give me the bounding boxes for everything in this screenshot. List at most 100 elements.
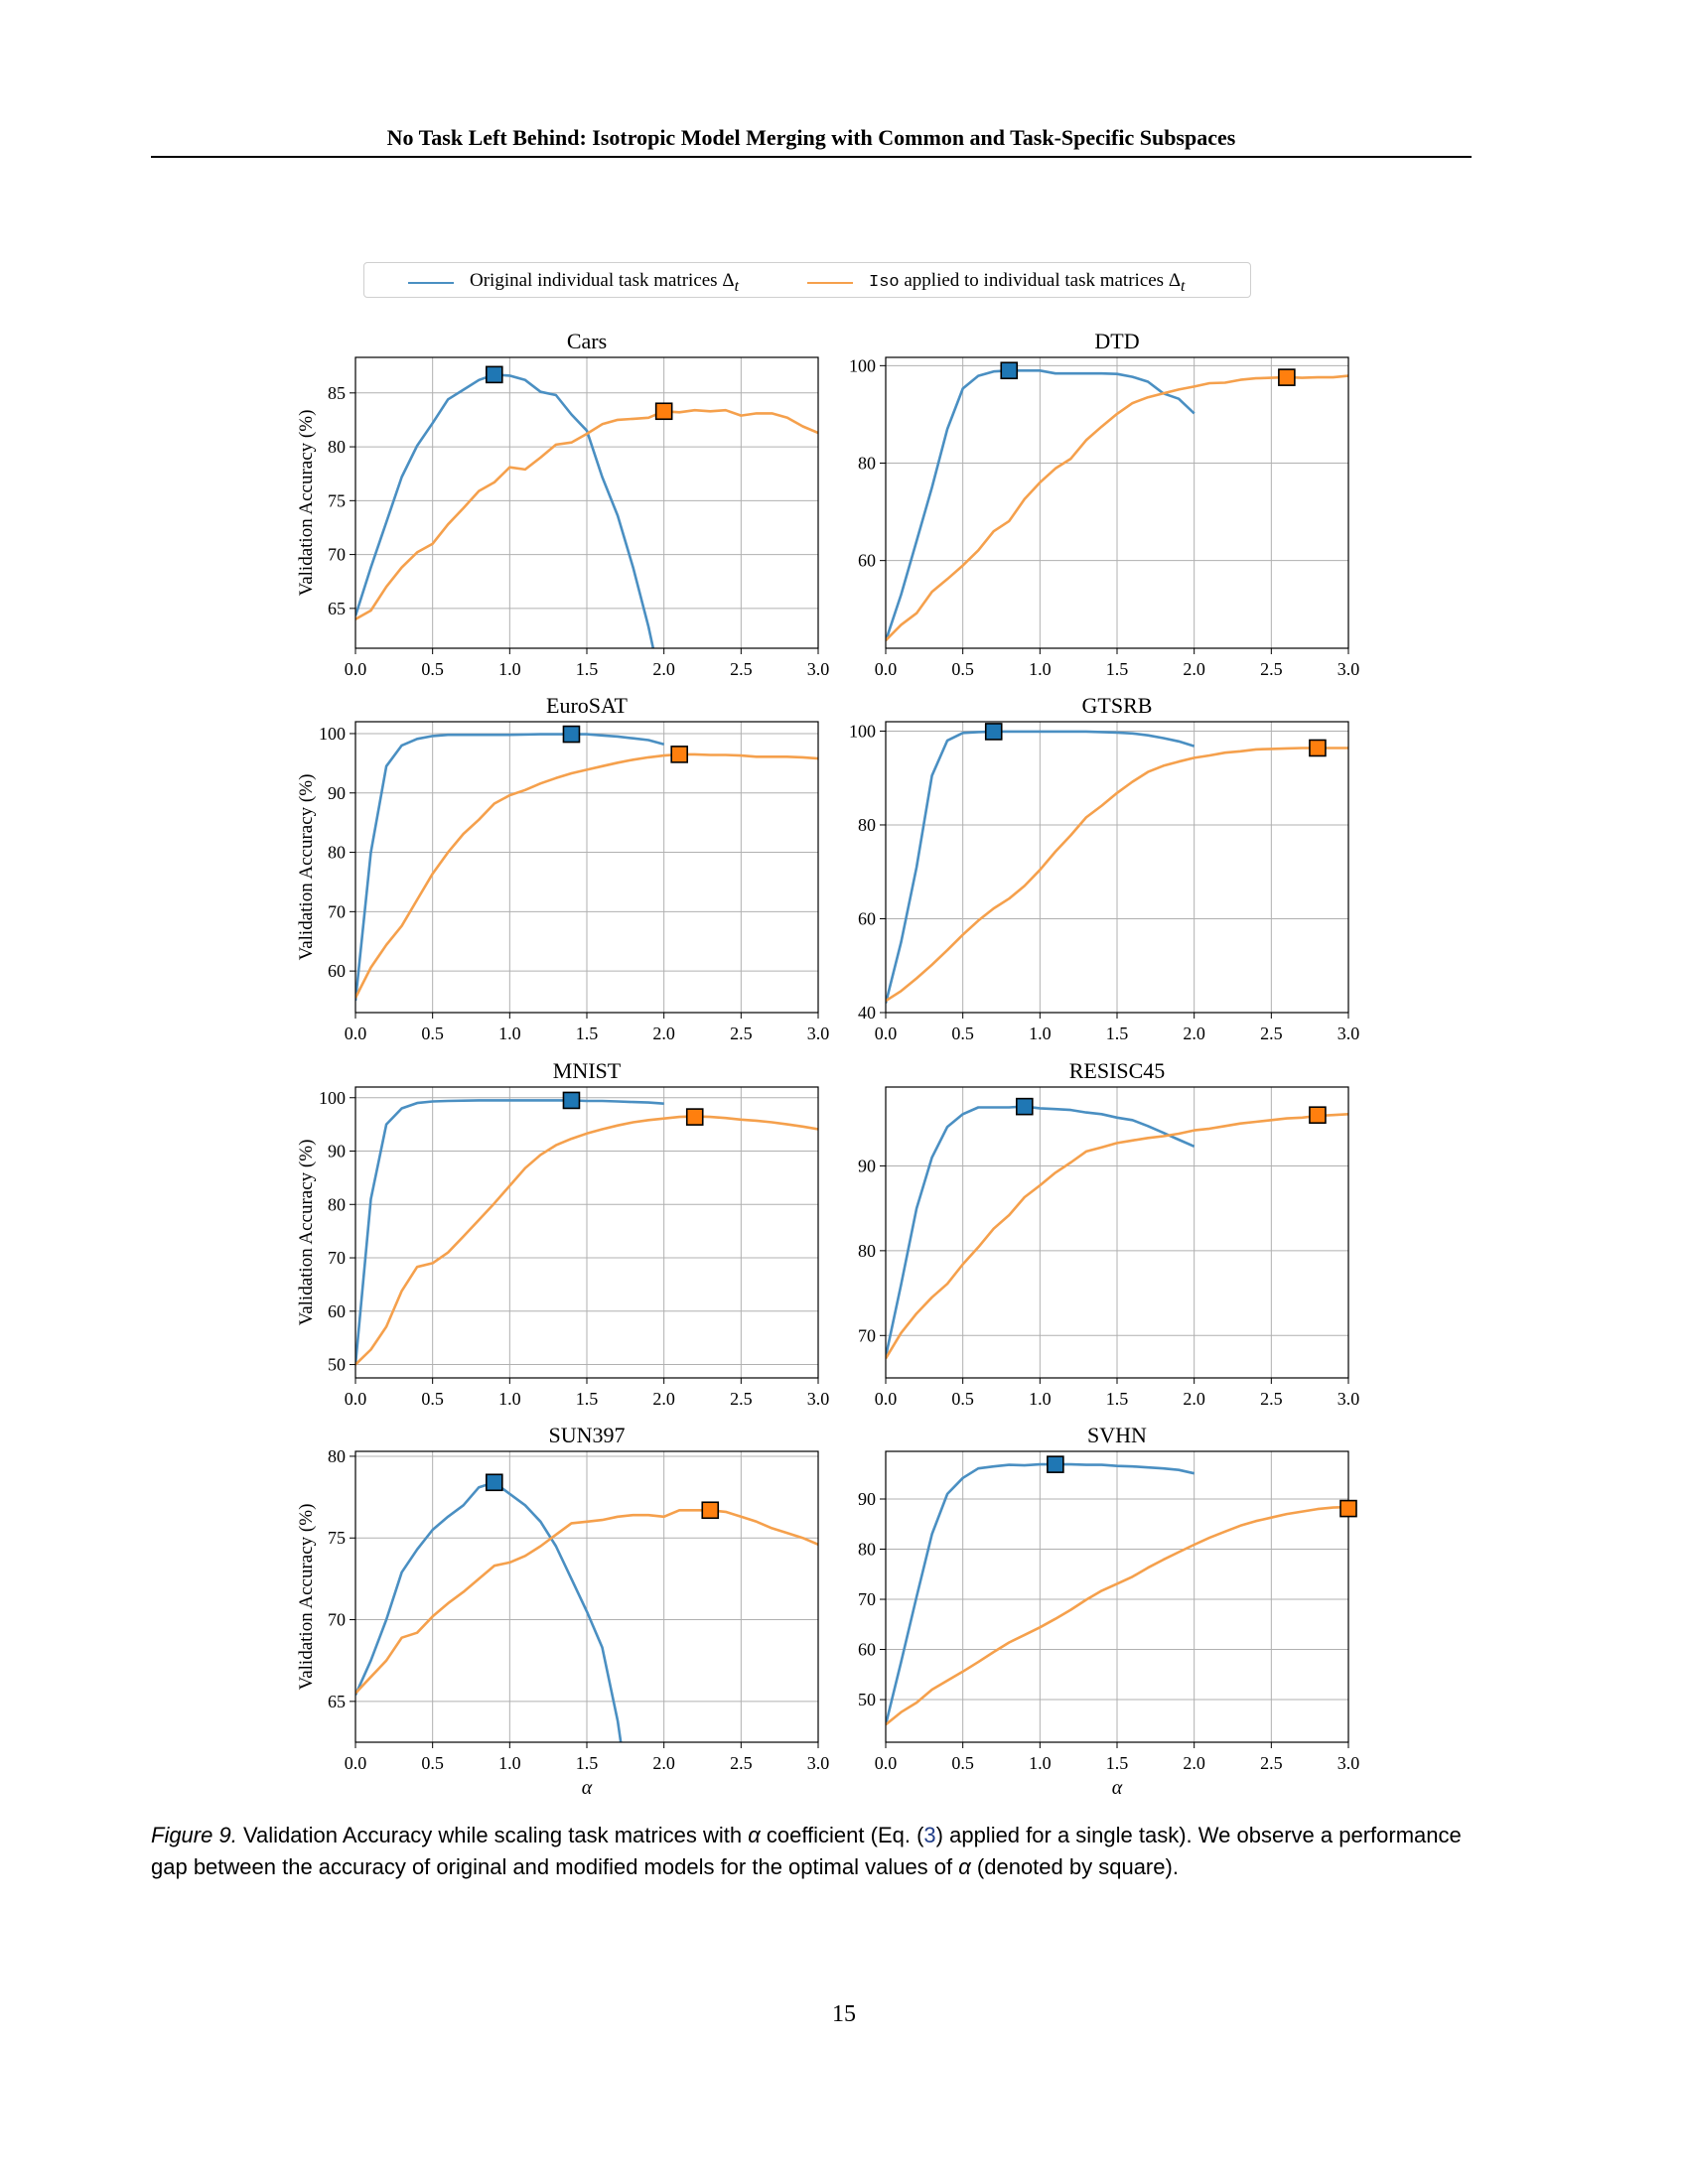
y-tick-label: 60: [328, 1301, 346, 1321]
series-line-iso: [355, 752, 818, 999]
x-tick-label: 3.0: [807, 659, 830, 679]
x-tick-label: 1.5: [576, 1753, 599, 1773]
x-tick-label: 3.0: [1337, 659, 1360, 679]
optimum-marker-iso: [654, 402, 673, 421]
series-line-iso: [886, 747, 1348, 1003]
figure-caption: Figure 9. Validation Accuracy while scal…: [151, 1820, 1486, 1883]
x-tick-label: 1.0: [1029, 1753, 1052, 1773]
optimum-marker-original: [485, 365, 503, 384]
legend-item-iso: Iso applied to individual task matrices …: [807, 270, 1185, 296]
y-tick-label: 65: [328, 599, 346, 618]
y-tick-label: 90: [328, 1142, 346, 1161]
y-tick-label: 70: [328, 1610, 346, 1630]
y-tick-label: 75: [328, 1528, 346, 1548]
x-tick-label: 3.0: [1337, 1753, 1360, 1773]
chart-panel-svhn: 0.0 0.5 1.0 1.5 2.0 2.5 3.0 50 60 70 80 90 SVHN α: [858, 1423, 1359, 1799]
x-tick-label: 2.5: [730, 1024, 753, 1043]
series-line-iso: [886, 374, 1348, 642]
x-tick-label: 0.5: [951, 1024, 974, 1043]
x-tick-label: 1.5: [576, 1024, 599, 1043]
plot-frame: [885, 1450, 1349, 1743]
optimum-marker-iso: [670, 746, 689, 763]
x-tick-label: 2.5: [1260, 1389, 1283, 1409]
caption-text-before: Validation Accuracy while scaling task m…: [236, 1823, 749, 1847]
x-tick-label: 1.5: [1106, 1753, 1129, 1773]
x-tick-label: 2.5: [1260, 659, 1283, 679]
optimum-marker-original: [562, 725, 581, 744]
legend-text-iso: applied to individual task matrices Δ: [899, 270, 1182, 291]
chart-title: DTD: [1094, 329, 1139, 353]
chart-panel-eurosat: 0.0 0.5 1.0 1.5 2.0 2.5 3.0 60 70 80 90 100 EuroSAT V…: [296, 693, 829, 1043]
y-tick-label: 80: [858, 1540, 876, 1560]
y-tick-label: 80: [328, 1446, 346, 1466]
x-tick-label: 0.5: [951, 659, 974, 679]
optimum-marker-original: [1015, 1097, 1034, 1116]
y-tick-label: 65: [328, 1692, 346, 1711]
plot-frame: [354, 356, 819, 649]
legend-subscript-iso: t: [1181, 277, 1186, 295]
optimum-marker-iso: [701, 1501, 720, 1520]
y-tick-label: 90: [328, 783, 346, 803]
x-tick-label: 3.0: [807, 1024, 830, 1043]
x-tick-label: 0.0: [345, 1753, 367, 1773]
caption-alpha-1: α: [748, 1823, 761, 1847]
optimum-marker-iso: [1339, 1499, 1357, 1518]
series-line-original: [886, 1462, 1195, 1725]
x-axis-label: α: [1112, 1777, 1123, 1799]
legend-line-iso: [807, 281, 853, 284]
x-tick-label: 0.5: [951, 1389, 974, 1409]
series-line-iso: [886, 1113, 1348, 1360]
y-tick-label: 100: [319, 1088, 346, 1108]
chart-panel-cars: 0.0 0.5 1.0 1.5 2.0 2.5 3.0 65 70 75 80 85 Cars Valid…: [296, 329, 829, 679]
x-tick-label: 1.5: [1106, 1024, 1129, 1043]
chart-title: SUN397: [548, 1423, 625, 1447]
optimum-marker-iso: [1309, 1106, 1327, 1124]
x-tick-label: 2.0: [1183, 1753, 1205, 1773]
x-tick-label: 3.0: [807, 1389, 830, 1409]
legend-text-iso-prefix: Iso: [869, 273, 900, 292]
optimum-marker-original: [562, 1091, 581, 1110]
optimum-marker-iso: [1309, 739, 1327, 757]
y-tick-label: 80: [328, 1194, 346, 1214]
series-line-original: [886, 368, 1196, 642]
x-tick-label: 1.0: [498, 1024, 521, 1043]
chart-title: RESISC45: [1069, 1058, 1166, 1083]
series-line-original: [355, 1099, 664, 1365]
x-tick-label: 2.5: [730, 1389, 753, 1409]
legend-line-original: [408, 281, 454, 284]
chart-title: MNIST: [553, 1058, 622, 1083]
chart-legend: Original individual task matrices Δt Iso…: [363, 262, 1251, 298]
y-tick-label: 90: [858, 1489, 876, 1509]
x-tick-label: 2.5: [1260, 1024, 1283, 1043]
y-tick-label: 80: [328, 843, 346, 863]
chart-title: GTSRB: [1082, 693, 1153, 718]
x-tick-label: 2.0: [652, 1753, 675, 1773]
chart-panel-sun397: 0.0 0.5 1.0 1.5 2.0 2.5 3.0 65 70 75 80 SUN397 Valid…: [296, 1423, 829, 1799]
y-axis-label: Validation Accuracy (%): [296, 774, 317, 961]
y-tick-label: 80: [328, 437, 346, 457]
running-header-title: No Task Left Behind: Isotropic Model Mer…: [386, 125, 1236, 150]
y-axis-label: Validation Accuracy (%): [296, 410, 317, 597]
chart-title: SVHN: [1087, 1423, 1147, 1447]
x-tick-label: 2.5: [1260, 1753, 1283, 1773]
y-tick-label: 75: [328, 490, 346, 510]
x-tick-label: 0.5: [951, 1753, 974, 1773]
x-tick-label: 2.0: [1183, 1024, 1205, 1043]
optimum-marker-original: [984, 723, 1003, 741]
chart-panel-resisc45: 0.0 0.5 1.0 1.5 2.0 2.5 3.0 70 80 90 RESISC45: [858, 1058, 1359, 1409]
y-tick-label: 60: [328, 961, 346, 981]
legend-label-iso: Iso applied to individual task matrices …: [869, 270, 1185, 296]
caption-eq-reference-link[interactable]: 3: [923, 1823, 936, 1847]
x-tick-label: 0.0: [345, 659, 367, 679]
y-tick-label: 100: [319, 724, 346, 744]
y-tick-label: 70: [328, 1248, 346, 1268]
series-line-iso: [355, 1115, 818, 1366]
x-tick-label: 1.0: [498, 1389, 521, 1409]
y-tick-label: 80: [858, 1241, 876, 1261]
y-tick-label: 80: [858, 454, 876, 474]
series-line-original: [355, 373, 655, 648]
x-tick-label: 1.0: [1029, 659, 1052, 679]
y-tick-label: 70: [858, 1325, 876, 1345]
y-tick-label: 60: [858, 908, 876, 928]
